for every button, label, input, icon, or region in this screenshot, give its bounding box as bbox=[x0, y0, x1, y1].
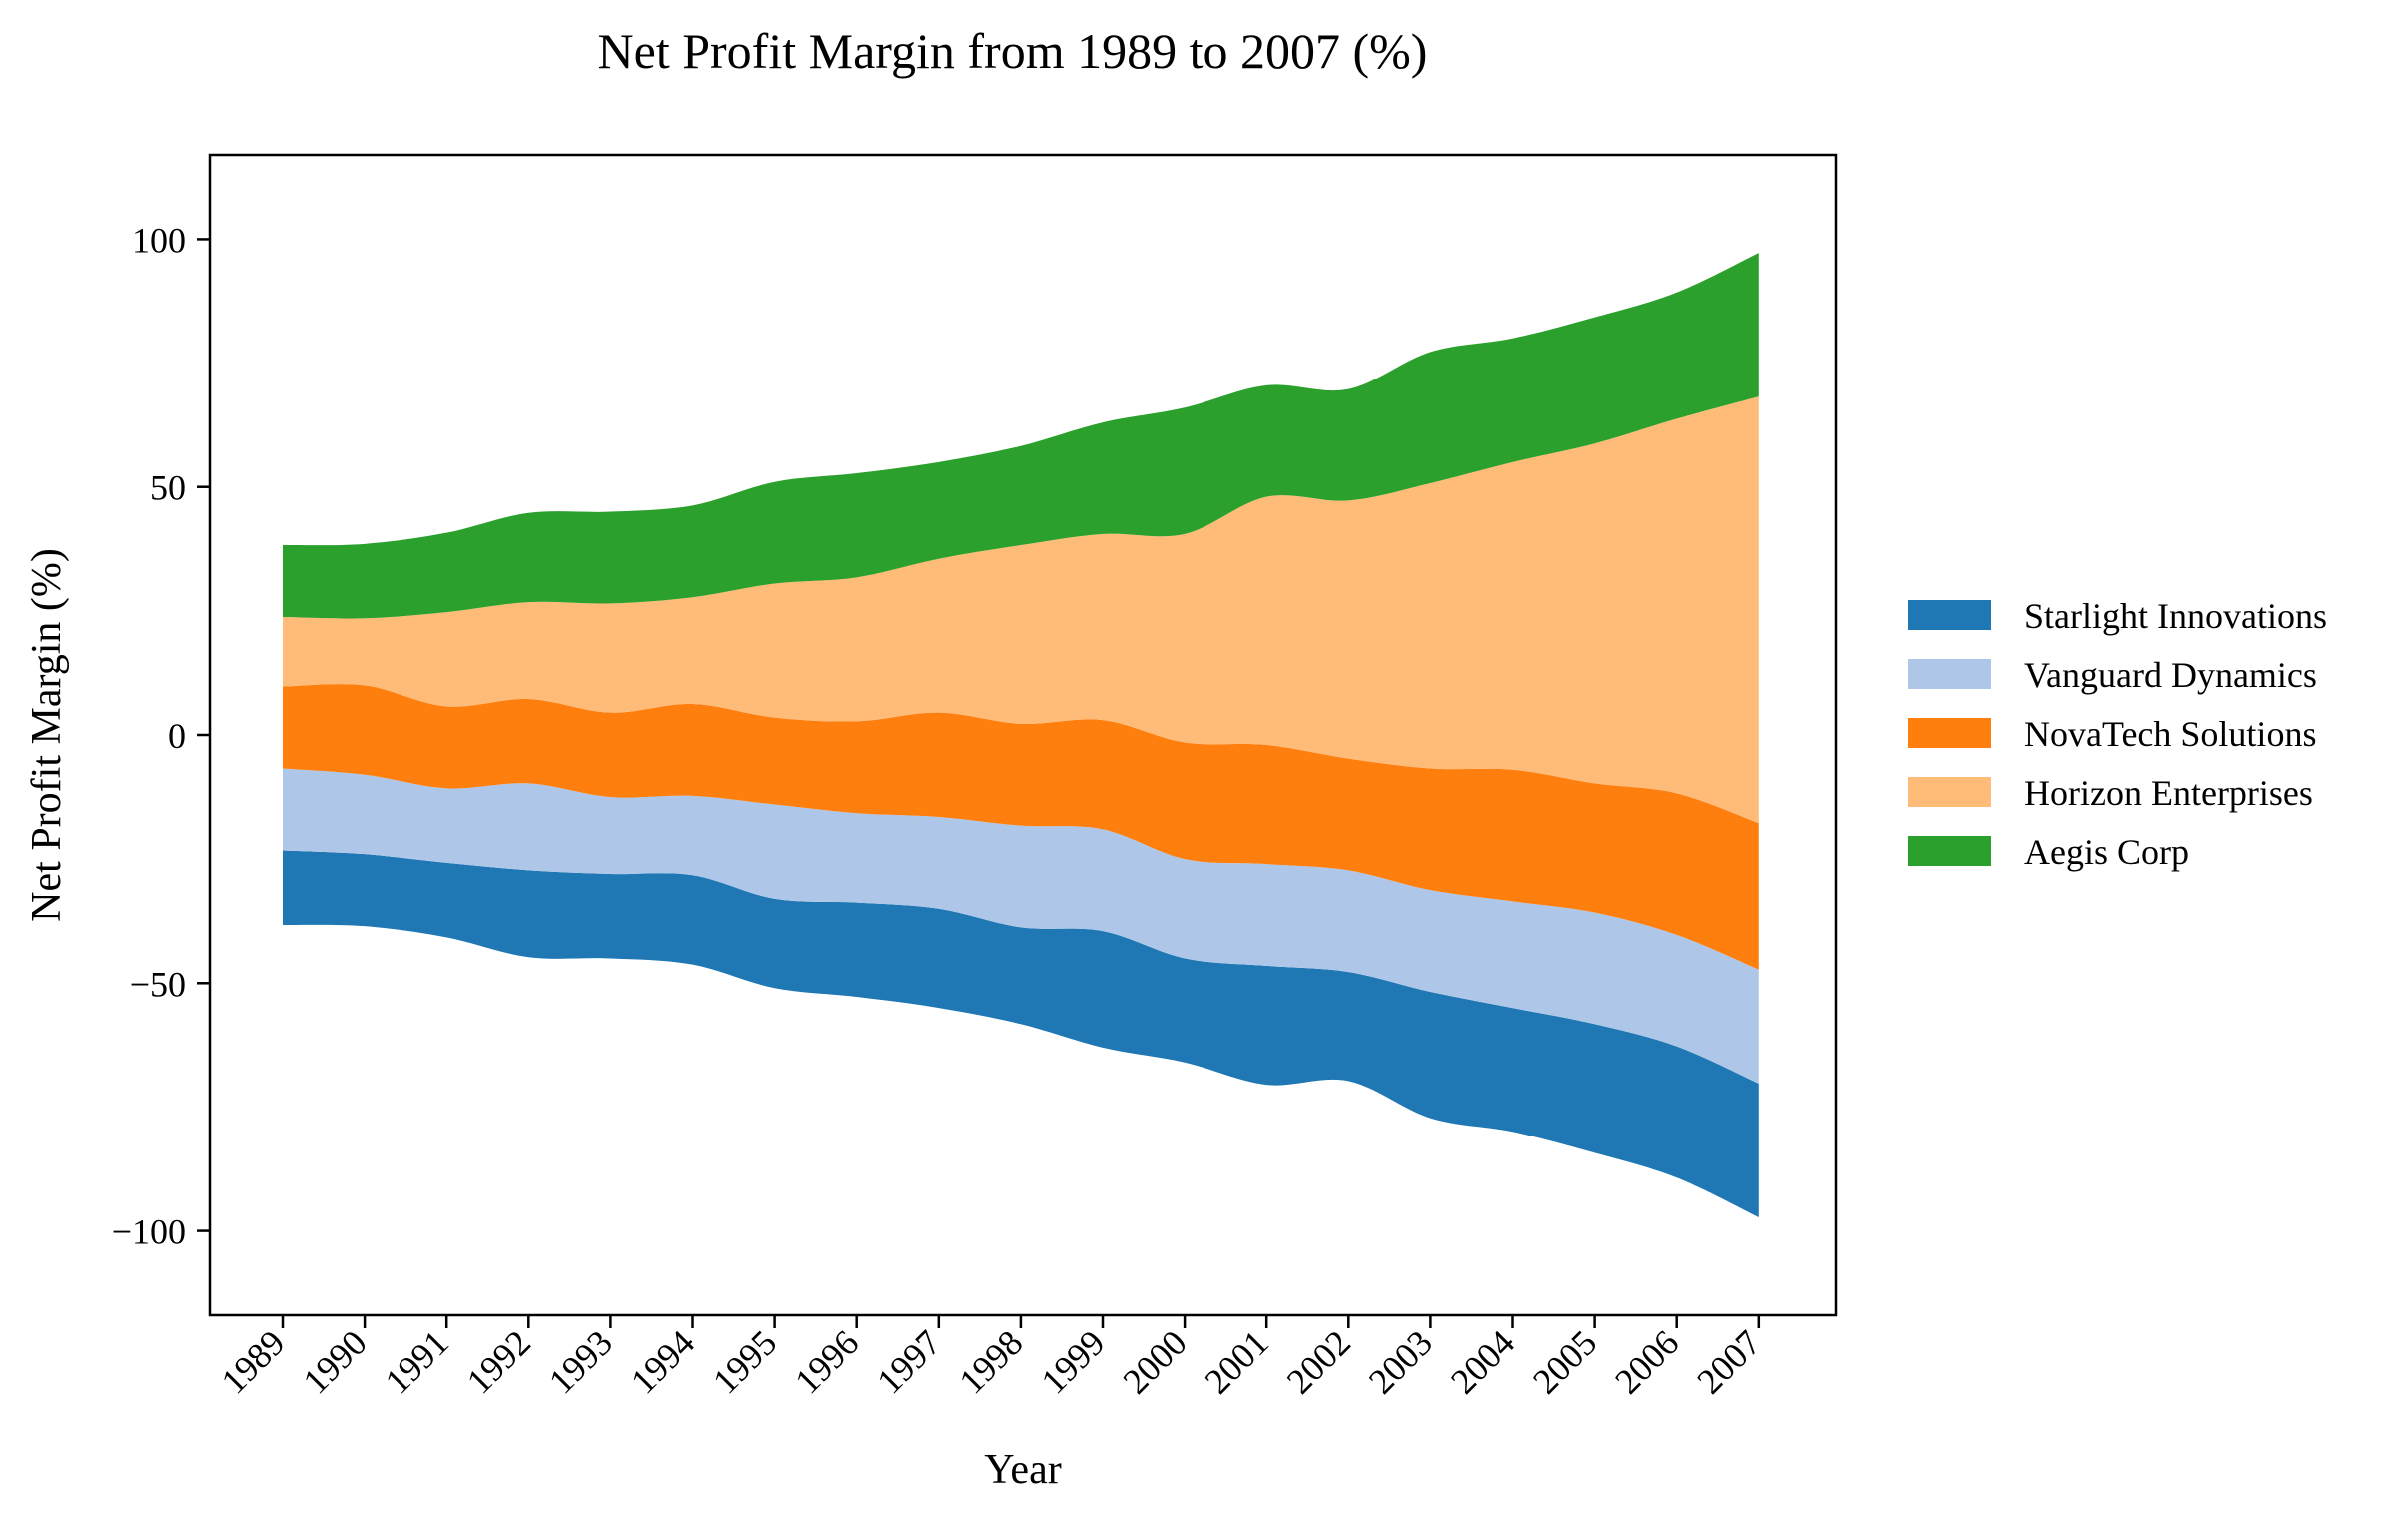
area-novatech-solutions bbox=[283, 684, 1759, 970]
legend-label-horizon-enterprises: Horizon Enterprises bbox=[2024, 773, 2313, 813]
area-layers bbox=[283, 253, 1759, 1217]
y-axis: −100 −50 0 50 100 bbox=[112, 220, 210, 1252]
legend-label-novatech-solutions: NovaTech Solutions bbox=[2024, 714, 2316, 754]
area-horizon-enterprises bbox=[283, 396, 1759, 824]
legend: Starlight Innovations Vanguard Dynamics No… bbox=[1908, 596, 2327, 872]
area-vanguard-dynamics bbox=[283, 768, 1759, 1084]
legend-label-vanguard-dynamics: Vanguard Dynamics bbox=[2024, 655, 2317, 695]
legend-label-aegis-corp: Aegis Corp bbox=[2024, 832, 2189, 872]
x-tick-label: 2001 bbox=[1198, 1322, 1276, 1401]
y-tick-label: −100 bbox=[112, 1212, 186, 1252]
area-aegis-corp bbox=[283, 253, 1759, 619]
x-tick-label: 1991 bbox=[378, 1322, 456, 1401]
x-tick-label: 2003 bbox=[1361, 1322, 1440, 1401]
x-tick-label: 1989 bbox=[213, 1322, 292, 1401]
x-tick-label: 1999 bbox=[1033, 1322, 1112, 1401]
chart-title: Net Profit Margin from 1989 to 2007 (%) bbox=[598, 23, 1428, 79]
x-tick-label: 1996 bbox=[787, 1322, 866, 1401]
area-starlight-innovations bbox=[283, 850, 1759, 1217]
x-tick-label: 1994 bbox=[623, 1322, 702, 1401]
x-tick-label: 1993 bbox=[541, 1322, 620, 1401]
y-tick-label: 0 bbox=[168, 716, 186, 756]
legend-swatch-novatech-solutions bbox=[1908, 718, 1991, 748]
x-tick-label: 1995 bbox=[705, 1322, 784, 1401]
y-tick-label: 50 bbox=[150, 468, 186, 508]
y-tick-label: −50 bbox=[130, 964, 186, 1004]
x-tick-label: 2006 bbox=[1607, 1322, 1686, 1401]
legend-label-starlight-innovations: Starlight Innovations bbox=[2024, 596, 2327, 636]
x-tick-label: 1990 bbox=[296, 1322, 375, 1401]
x-tick-label: 2004 bbox=[1443, 1322, 1522, 1401]
y-axis-label: Net Profit Margin (%) bbox=[24, 548, 70, 922]
legend-swatch-starlight-innovations bbox=[1908, 600, 1991, 630]
legend-swatch-aegis-corp bbox=[1908, 836, 1991, 866]
x-tick-label: 2002 bbox=[1279, 1322, 1358, 1401]
x-tick-label: 1998 bbox=[951, 1322, 1030, 1401]
legend-swatch-vanguard-dynamics bbox=[1908, 659, 1991, 689]
x-tick-label: 1997 bbox=[869, 1322, 948, 1401]
y-tick-label: 100 bbox=[132, 220, 186, 260]
x-tick-label: 1992 bbox=[459, 1322, 538, 1401]
x-tick-label: 2000 bbox=[1116, 1322, 1195, 1401]
x-axis: 1989 1990 1991 1992 1993 1994 1995 1996 1997 1998… bbox=[213, 1315, 1768, 1402]
x-tick-label: 2005 bbox=[1525, 1322, 1604, 1401]
x-axis-label: Year bbox=[984, 1447, 1061, 1493]
legend-swatch-horizon-enterprises bbox=[1908, 777, 1991, 807]
x-tick-label: 2007 bbox=[1689, 1322, 1768, 1401]
